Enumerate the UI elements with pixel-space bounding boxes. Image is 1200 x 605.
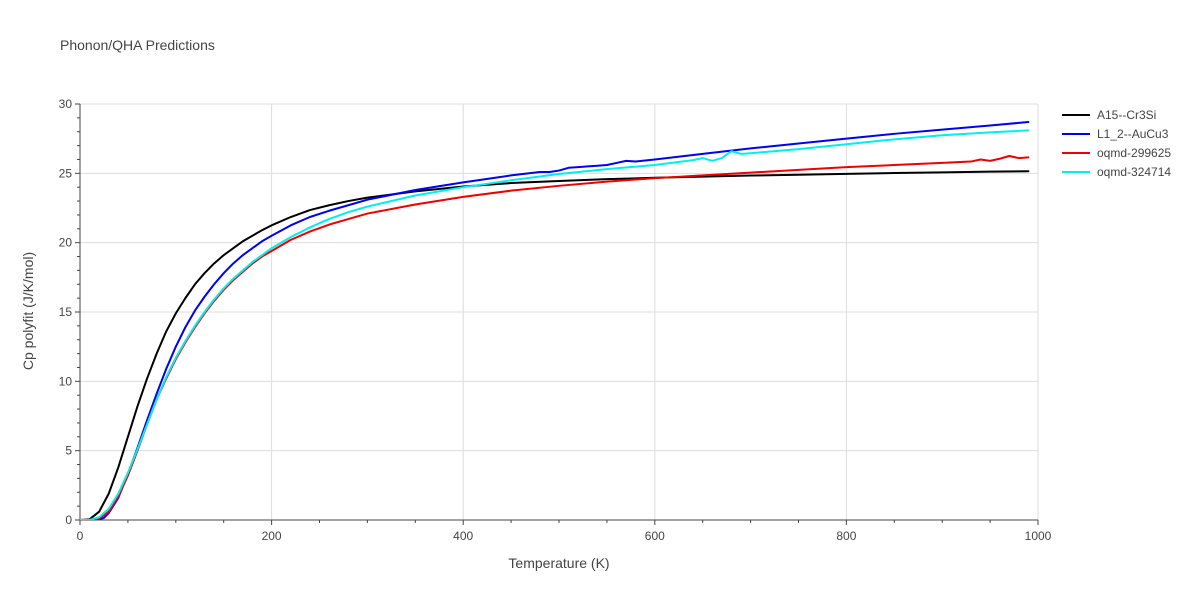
- y-tick-label: 15: [59, 305, 73, 319]
- x-tick-label: 200: [262, 529, 282, 543]
- tick-labels: 0 200 400 600 800 1000 0 5 10 15 20 25 30: [59, 97, 1052, 543]
- y-tick-label: 20: [59, 236, 73, 250]
- legend-label: L1_2--AuCu3: [1097, 127, 1169, 141]
- axes: [75, 103, 1039, 525]
- legend: A15--Cr3Si L1_2--AuCu3 oqmd-299625 oqmd-324…: [1062, 108, 1171, 179]
- legend-label: A15--Cr3Si: [1097, 108, 1156, 122]
- x-axis-title: Temperature (K): [508, 555, 609, 571]
- series-lines: [80, 121, 1030, 520]
- y-axis-title: Cp polyfit (J/K/mol): [20, 252, 36, 370]
- legend-label: oqmd-324714: [1097, 165, 1171, 179]
- x-tick-label: 800: [836, 529, 856, 543]
- chart-title: Phonon/QHA Predictions: [60, 37, 215, 53]
- y-tick-label: 5: [65, 444, 72, 458]
- legend-label: oqmd-299625: [1097, 146, 1171, 160]
- series-line-oqmd-324714[interactable]: [80, 129, 1030, 520]
- legend-item-l1-2-aucu3[interactable]: L1_2--AuCu3: [1062, 127, 1169, 141]
- x-tick-label: 0: [77, 529, 84, 543]
- series-line-l1-2-aucu3[interactable]: [80, 121, 1030, 520]
- y-tick-label: 30: [59, 97, 73, 111]
- legend-item-a15-cr3si[interactable]: A15--Cr3Si: [1062, 108, 1156, 122]
- y-tick-label: 10: [59, 374, 73, 388]
- x-tick-label: 600: [645, 529, 665, 543]
- y-tick-label: 0: [65, 513, 72, 527]
- legend-item-oqmd-299625[interactable]: oqmd-299625: [1062, 146, 1171, 160]
- x-tick-label: 400: [453, 529, 473, 543]
- series-line-a15-cr3si[interactable]: [80, 170, 1030, 520]
- y-tick-label: 25: [59, 166, 73, 180]
- x-tick-label: 1000: [1025, 529, 1052, 543]
- legend-item-oqmd-324714[interactable]: oqmd-324714: [1062, 165, 1171, 179]
